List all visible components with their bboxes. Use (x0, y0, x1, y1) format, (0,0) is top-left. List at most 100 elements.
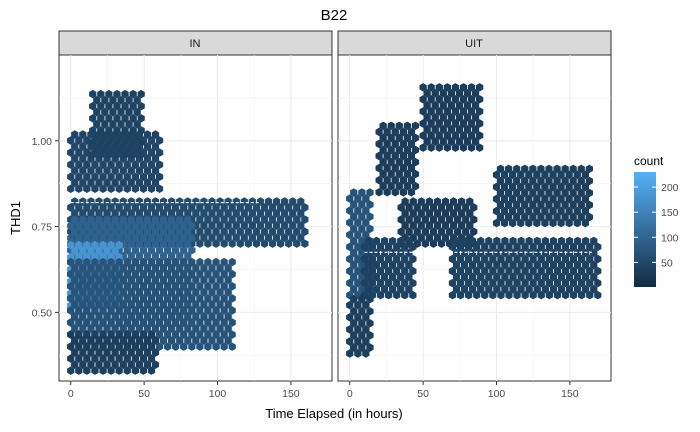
hexbin (346, 325, 354, 334)
hexbin (143, 324, 152, 333)
hexbin (565, 194, 573, 204)
hexbin (463, 101, 472, 110)
hexbin (578, 278, 586, 288)
hexbin (105, 102, 113, 111)
hexbin (423, 89, 431, 98)
hexbin (143, 264, 152, 273)
facet-in-x-axis: 0 50 100 150 (68, 381, 300, 400)
hexbin (590, 272, 598, 282)
hexbin (117, 132, 125, 141)
hexbin (151, 166, 160, 175)
legend-tick-label: 100 (661, 232, 679, 244)
hexbin (354, 242, 362, 252)
hexbin (103, 178, 111, 187)
hexbin (111, 312, 119, 321)
hexbin (131, 282, 139, 291)
hexbin (196, 342, 204, 351)
hexbin (117, 108, 125, 117)
hexbin (354, 349, 362, 358)
hexbin (565, 206, 573, 216)
hexbin (123, 366, 131, 375)
hexbin (537, 212, 545, 222)
hexbin (180, 294, 188, 303)
hexbin (111, 264, 119, 273)
hexbin (467, 119, 476, 128)
hexbin (301, 227, 309, 236)
hexbin (164, 233, 172, 243)
hexbin (513, 176, 521, 186)
hexbin (115, 240, 123, 250)
hexbin (459, 131, 468, 140)
hexbin (119, 300, 127, 309)
hexbin (172, 318, 180, 327)
hexbin (127, 209, 135, 218)
hexbin (67, 330, 75, 339)
hexbin (188, 330, 196, 339)
hexbin (176, 264, 184, 273)
hexbin (489, 242, 497, 252)
hexbin (147, 160, 156, 169)
hexbin (293, 239, 301, 248)
hexbin (117, 96, 125, 105)
hexbin (172, 342, 180, 351)
hexbin (164, 221, 172, 231)
hexbin (397, 272, 405, 282)
hexbin (354, 230, 362, 239)
hexbin (91, 306, 99, 315)
hexbin (188, 318, 196, 327)
hexbin (461, 236, 469, 246)
hexbin (541, 206, 549, 216)
hexbin (517, 206, 525, 216)
hexbin (172, 221, 180, 231)
hexbin (358, 236, 366, 246)
hexbin (180, 318, 188, 327)
hexbin (131, 184, 139, 193)
hexbin (71, 166, 79, 175)
hexbin (97, 89, 105, 99)
hexbin (67, 240, 75, 250)
hexbin (297, 197, 305, 206)
hexbin (155, 306, 164, 315)
hexbin (364, 260, 373, 270)
hexbin (281, 209, 289, 218)
hexbin (188, 270, 196, 279)
hexbin (409, 242, 417, 252)
hexbin (441, 197, 450, 206)
hexbin (115, 330, 123, 339)
hexbin (168, 324, 176, 333)
hexbin (67, 306, 75, 315)
hexbin (405, 248, 413, 258)
hexbin (87, 348, 95, 357)
hexbin (509, 272, 517, 282)
hexbin (496, 188, 505, 198)
hexbin (200, 288, 208, 297)
hexbin (87, 215, 95, 225)
hexbin (79, 264, 87, 273)
hexbin (155, 221, 164, 231)
hexbin (525, 248, 533, 258)
hexbin (240, 209, 248, 218)
hexbin (561, 242, 570, 252)
hexbin (350, 224, 358, 233)
hexbin (427, 95, 435, 104)
hexbin (376, 291, 385, 300)
hexbin (236, 215, 244, 224)
hexbin (381, 272, 389, 282)
hexbin (513, 266, 521, 276)
hexbin (485, 248, 493, 258)
hexbin (391, 188, 399, 197)
hexbin (409, 278, 417, 288)
hexbin (168, 252, 176, 261)
hexbin (256, 221, 265, 230)
hexbin (232, 209, 240, 218)
hexbin (346, 337, 354, 346)
hexbin (147, 221, 156, 231)
hexbin (467, 143, 476, 152)
hexbin (176, 324, 184, 333)
hexbin (561, 266, 570, 276)
hexbin (123, 354, 131, 363)
hexbin (91, 294, 99, 303)
hexbin (397, 203, 405, 212)
hexbin (401, 242, 409, 252)
hexbin (121, 89, 129, 99)
